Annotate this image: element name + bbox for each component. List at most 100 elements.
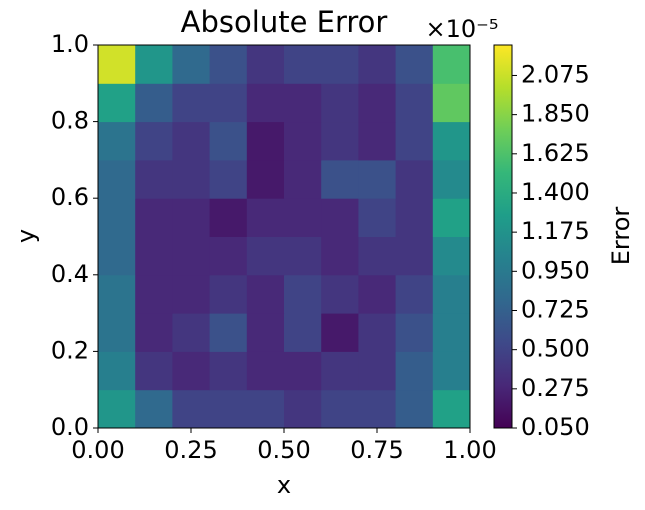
heat-cell	[395, 274, 434, 314]
heat-cell	[432, 389, 471, 429]
heat-cell	[98, 236, 136, 276]
heat-cell	[246, 351, 285, 391]
heat-cell	[321, 159, 359, 199]
y-tick-label: 0.2	[51, 336, 89, 364]
heat-cell	[284, 389, 322, 429]
heat-cell	[98, 121, 136, 161]
heat-cell	[358, 313, 397, 352]
heat-cell	[135, 198, 173, 237]
heat-cell	[135, 159, 173, 199]
y-tick-label: 0.8	[51, 107, 89, 135]
heat-cell	[135, 351, 173, 391]
heat-cell	[209, 83, 248, 123]
heat-cell	[209, 121, 248, 161]
heat-cell	[395, 83, 434, 123]
heat-cell	[209, 351, 248, 391]
heat-cell	[432, 83, 471, 123]
heat-cell	[432, 198, 471, 237]
colorbar-frame	[493, 44, 513, 429]
heat-cell	[358, 274, 397, 314]
heat-cell	[209, 198, 248, 237]
heat-cell	[395, 198, 434, 237]
heat-cell	[284, 274, 322, 314]
colorbar-tick-label: 1.850	[521, 100, 590, 128]
heat-cell	[358, 45, 397, 84]
heat-cell	[98, 313, 136, 352]
heat-cell	[98, 274, 136, 314]
heat-cell	[209, 274, 248, 314]
heat-cell	[321, 351, 359, 391]
y-tick-label: 0.0	[51, 413, 89, 441]
colorbar-offset: ×10⁻⁵	[426, 15, 499, 43]
heat-cell	[135, 121, 173, 161]
colorbar-tick-label: 0.050	[521, 413, 590, 441]
x-axis-label: x	[277, 471, 291, 499]
heat-cell	[172, 159, 211, 199]
heat-cell	[358, 389, 397, 429]
heat-cell	[246, 121, 285, 161]
heat-cell	[246, 159, 285, 199]
heat-cell	[135, 313, 173, 352]
heat-cell	[98, 159, 136, 199]
heat-cell	[246, 45, 285, 84]
chart-title: Absolute Error	[181, 5, 388, 39]
heat-cell	[321, 389, 359, 429]
colorbar-label: Error	[607, 207, 635, 266]
colorbar	[494, 45, 512, 428]
colorbar-tick-label: 2.075	[521, 60, 590, 88]
x-tick-label: 0.00	[71, 436, 124, 464]
heat-cell	[98, 389, 136, 429]
heat-cell	[246, 198, 285, 237]
heat-cell	[172, 389, 211, 429]
heat-cell	[358, 351, 397, 391]
heat-cell	[284, 159, 322, 199]
heat-cell	[358, 83, 397, 123]
heat-cell	[432, 236, 471, 276]
heat-cell	[98, 351, 136, 391]
y-tick-label: 1.0	[51, 30, 89, 58]
heat-cell	[395, 236, 434, 276]
colorbar-tick-label: 0.500	[521, 335, 590, 363]
heat-cell	[172, 121, 211, 161]
colorbar-tick-label: 1.625	[521, 139, 590, 167]
heat-cell	[209, 45, 248, 84]
heat-cell	[284, 45, 322, 84]
heat-cell	[358, 198, 397, 237]
heat-cell	[209, 313, 248, 352]
heat-cell	[246, 83, 285, 123]
heat-cell	[432, 45, 471, 84]
colorbar-tick-label: 1.400	[521, 178, 590, 206]
heat-cell	[432, 121, 471, 161]
colorbar-tick-label: 0.275	[521, 374, 590, 402]
heat-cell	[284, 351, 322, 391]
heat-cell	[321, 313, 359, 352]
colorbar-tick-label: 0.950	[521, 256, 590, 284]
heat-cell	[172, 274, 211, 314]
heat-cell	[209, 389, 248, 429]
y-axis-label: y	[12, 229, 40, 243]
x-tick-label: 1.00	[443, 436, 496, 464]
heat-cell	[135, 83, 173, 123]
heat-cell	[321, 121, 359, 161]
heat-cell	[284, 121, 322, 161]
heat-cell	[395, 121, 434, 161]
heat-cell	[98, 45, 136, 84]
heat-cell	[395, 45, 434, 84]
heat-cell	[321, 83, 359, 123]
heat-cell	[358, 159, 397, 199]
heat-cell	[135, 45, 173, 84]
colorbar-tick-label: 0.725	[521, 295, 590, 323]
heat-cell	[284, 236, 322, 276]
heat-cell	[284, 83, 322, 123]
heat-cell	[172, 45, 211, 84]
heat-cell	[432, 351, 471, 391]
heat-cell	[135, 236, 173, 276]
heat-cell	[321, 274, 359, 314]
x-tick-label: 0.50	[257, 436, 310, 464]
heat-cell	[358, 121, 397, 161]
heat-cell	[395, 351, 434, 391]
y-tick-label: 0.6	[51, 183, 89, 211]
heat-cell	[284, 198, 322, 237]
heat-cell	[172, 198, 211, 237]
